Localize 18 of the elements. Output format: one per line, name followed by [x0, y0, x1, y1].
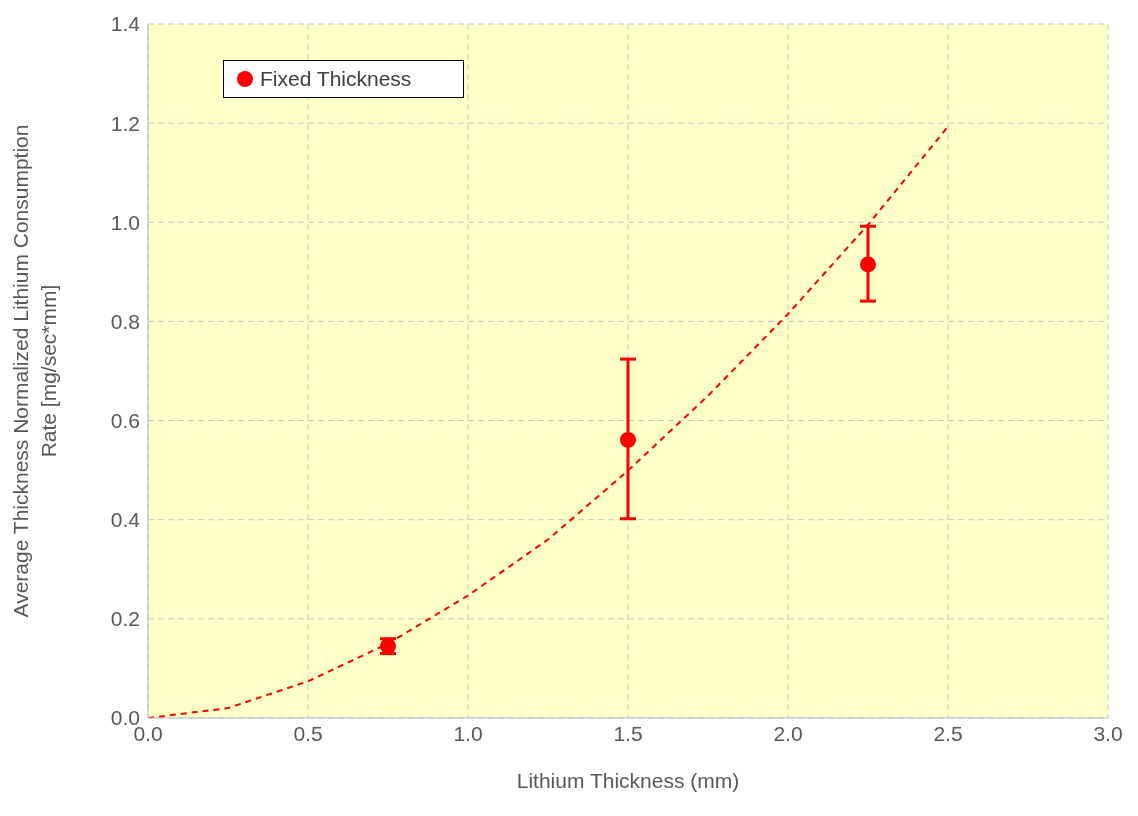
y-tick-label: 1.4	[110, 12, 141, 36]
x-tick-label: 2.5	[933, 721, 963, 745]
point	[620, 431, 636, 448]
x-tick-label: 2.0	[773, 721, 803, 745]
x-tick-label: 0.5	[293, 721, 323, 745]
y-axis-title: Average Thickness Normalized Lithium Consumption Rate [mg/sec*mm]	[9, 124, 60, 618]
x-tick-label: 1.0	[453, 721, 483, 745]
y-tick-label: 0.8	[110, 309, 140, 333]
y-tick-label: 1.2	[110, 111, 140, 135]
x-tick-label: 1.5	[613, 721, 643, 745]
legend-label: Fixed Thickness	[260, 67, 412, 91]
point	[860, 256, 876, 273]
y-tick-label: 1.0	[110, 210, 140, 234]
y-tick-label: 0.6	[110, 409, 140, 433]
y-tick-label: 0.4	[110, 508, 141, 532]
x-tick-label: 3.0	[1093, 721, 1123, 745]
y-tick-label: 0.2	[110, 607, 140, 631]
x-axis-title: Lithium Thickness (mm)	[516, 769, 740, 792]
